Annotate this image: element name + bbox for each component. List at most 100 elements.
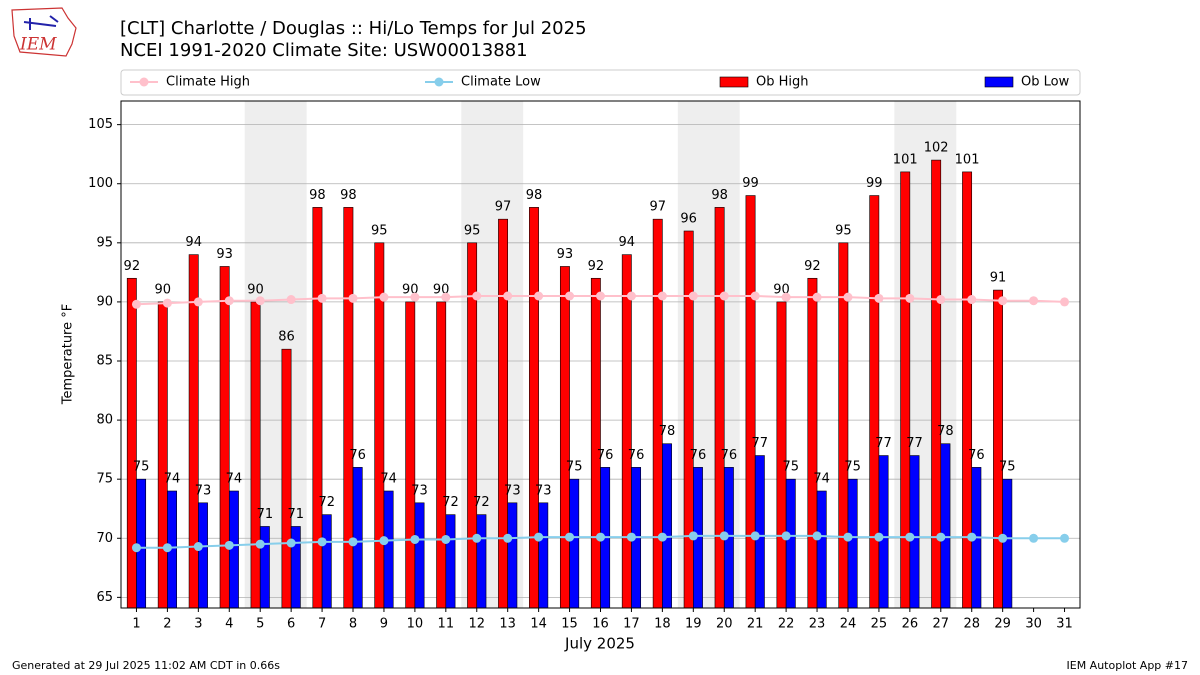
- y-tick-label: 65: [96, 590, 113, 605]
- bar: [414, 502, 425, 609]
- line-marker: [410, 292, 420, 302]
- line-marker: [379, 292, 389, 302]
- legend-marker: [139, 77, 149, 87]
- line-marker: [812, 292, 822, 302]
- line-marker: [626, 291, 636, 301]
- value-label: 101: [955, 152, 980, 167]
- bar: [498, 218, 508, 609]
- line-marker: [565, 291, 575, 301]
- logo: IEM: [11, 7, 77, 57]
- value-label: 75: [566, 460, 583, 475]
- x-tick-label: 6: [287, 617, 295, 632]
- legend-label: Ob Low: [1021, 75, 1070, 90]
- x-tick-label: 14: [530, 617, 547, 632]
- bar: [559, 266, 570, 609]
- y-tick-label: 70: [96, 531, 113, 546]
- bar: [683, 230, 694, 609]
- line-marker: [750, 291, 760, 301]
- line-marker: [565, 532, 575, 542]
- value-label: 95: [464, 223, 481, 238]
- bar: [219, 266, 230, 609]
- x-tick-label: 4: [225, 617, 233, 632]
- x-tick-label: 11: [438, 617, 455, 632]
- line-marker: [781, 292, 791, 302]
- line-marker: [936, 295, 946, 305]
- value-label: 98: [526, 188, 543, 203]
- logo-icon: [23, 15, 59, 30]
- line-marker: [255, 539, 265, 549]
- bar: [259, 526, 270, 609]
- value-label: 75: [133, 460, 150, 475]
- value-label: 101: [893, 152, 918, 167]
- x-tick-label: 18: [654, 617, 671, 632]
- line-marker: [441, 534, 451, 544]
- line-marker: [998, 296, 1008, 306]
- y-tick-label: 95: [96, 235, 113, 250]
- x-tick-label: 7: [318, 617, 326, 632]
- value-label: 76: [721, 448, 738, 463]
- bar: [652, 218, 663, 609]
- value-label: 75: [844, 460, 861, 475]
- line-marker: [1060, 533, 1070, 543]
- line-marker: [317, 293, 327, 303]
- line-marker: [348, 293, 358, 303]
- bar: [621, 254, 632, 609]
- value-label: 98: [340, 188, 357, 203]
- line-marker: [1029, 296, 1039, 306]
- bar: [321, 514, 332, 609]
- value-label: 74: [813, 472, 830, 487]
- x-tick-label: 30: [1025, 617, 1042, 632]
- y-tick-label: 90: [96, 294, 113, 309]
- line-marker: [998, 533, 1008, 543]
- bar: [878, 455, 889, 609]
- bar: [507, 502, 518, 609]
- chart-title: [CLT] Charlotte / Douglas :: Hi/Lo Temps…: [120, 18, 587, 39]
- value-label: 74: [164, 472, 181, 487]
- value-label: 92: [588, 259, 605, 274]
- value-label: 73: [504, 483, 521, 498]
- value-label: 94: [619, 235, 636, 250]
- x-tick-label: 8: [349, 617, 357, 632]
- line-marker: [472, 291, 482, 301]
- bar: [126, 277, 137, 609]
- bar: [312, 207, 323, 609]
- value-label: 96: [680, 212, 697, 227]
- line-marker: [193, 542, 203, 552]
- bar: [250, 301, 261, 609]
- x-tick-label: 28: [963, 617, 980, 632]
- line-marker: [967, 532, 977, 542]
- bar: [807, 277, 818, 609]
- line-marker: [657, 532, 667, 542]
- value-label: 71: [288, 507, 305, 522]
- line-marker: [843, 532, 853, 542]
- value-label: 90: [247, 282, 264, 297]
- line-marker: [224, 540, 234, 550]
- x-tick-label: 22: [778, 617, 795, 632]
- line-marker: [162, 298, 172, 308]
- line-marker: [874, 293, 884, 303]
- line-marker: [317, 537, 327, 547]
- legend-box: [120, 69, 1081, 96]
- bar: [962, 171, 973, 609]
- y-axis-label: Temperature °F: [61, 304, 76, 405]
- value-label: 73: [535, 483, 552, 498]
- y-tick-label: 85: [96, 354, 113, 369]
- bar: [590, 277, 601, 609]
- line-marker: [967, 295, 977, 305]
- legend-swatch: [984, 76, 1014, 88]
- value-label: 78: [937, 424, 954, 439]
- bar: [529, 207, 539, 609]
- x-tick-label: 24: [840, 617, 857, 632]
- logo-text: IEM: [19, 35, 57, 55]
- value-label: 95: [835, 223, 852, 238]
- value-label: 74: [380, 472, 397, 487]
- line-marker: [131, 543, 141, 553]
- value-label: 76: [968, 448, 985, 463]
- line-marker: [348, 537, 358, 547]
- x-tick-label: 31: [1056, 617, 1073, 632]
- bar: [436, 301, 447, 609]
- line-marker: [596, 532, 605, 542]
- x-tick-label: 29: [994, 617, 1011, 632]
- value-label: 93: [216, 247, 233, 262]
